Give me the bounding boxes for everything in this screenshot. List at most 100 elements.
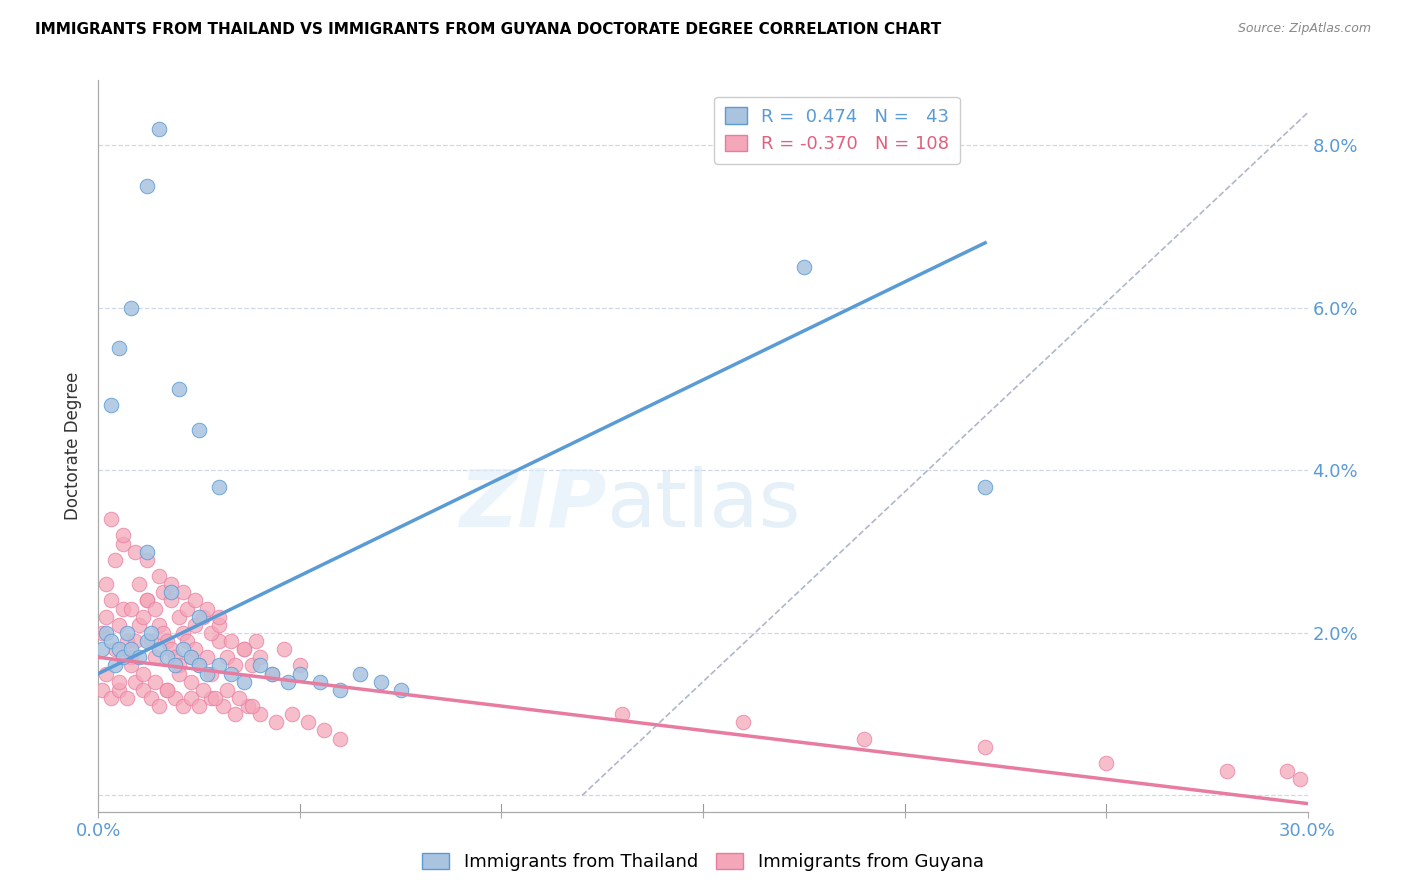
Point	[273, 642, 295, 657]
Point	[96, 666, 118, 681]
Point	[193, 682, 215, 697]
Point	[245, 634, 267, 648]
Point	[180, 690, 202, 705]
Point	[128, 577, 150, 591]
Point	[111, 601, 134, 615]
Point	[184, 642, 207, 657]
Point	[1216, 764, 1239, 778]
Point	[103, 658, 125, 673]
Point	[96, 626, 118, 640]
Point	[103, 642, 125, 657]
Point	[115, 634, 138, 648]
Point	[135, 634, 157, 648]
Point	[176, 601, 198, 615]
Point	[148, 617, 170, 632]
Point	[853, 731, 876, 746]
Point	[309, 674, 332, 689]
Point	[228, 690, 250, 705]
Point	[195, 666, 218, 681]
Point	[91, 682, 114, 697]
Point	[128, 650, 150, 665]
Point	[217, 682, 239, 697]
Point	[120, 301, 142, 315]
Y-axis label: Doctorate Degree: Doctorate Degree	[65, 372, 83, 520]
Point	[277, 674, 299, 689]
Point	[107, 642, 129, 657]
Point	[100, 690, 122, 705]
Point	[124, 544, 146, 558]
Point	[163, 658, 186, 673]
Point	[288, 658, 311, 673]
Point	[1095, 756, 1118, 770]
Point	[188, 658, 211, 673]
Point	[120, 658, 142, 673]
Point	[100, 634, 122, 648]
Point	[1277, 764, 1299, 778]
Point	[314, 723, 336, 738]
Point	[281, 707, 304, 722]
Point	[107, 342, 129, 356]
Point	[249, 707, 271, 722]
Point	[212, 699, 235, 714]
Point	[107, 617, 129, 632]
Point	[91, 642, 114, 657]
Legend: Immigrants from Thailand, Immigrants from Guyana: Immigrants from Thailand, Immigrants fro…	[415, 846, 991, 879]
Point	[139, 626, 162, 640]
Point	[111, 650, 134, 665]
Text: ZIP: ZIP	[458, 466, 606, 543]
Point	[172, 642, 194, 657]
Point	[156, 650, 179, 665]
Point	[208, 634, 231, 648]
Point	[160, 577, 183, 591]
Point	[160, 585, 183, 599]
Point	[249, 658, 271, 673]
Point	[193, 609, 215, 624]
Point	[148, 122, 170, 136]
Point	[128, 617, 150, 632]
Point	[111, 536, 134, 550]
Point	[1288, 772, 1310, 787]
Point	[232, 674, 254, 689]
Point	[132, 609, 155, 624]
Point	[264, 715, 287, 730]
Point	[163, 650, 186, 665]
Point	[96, 577, 118, 591]
Point	[200, 690, 222, 705]
Point	[288, 666, 311, 681]
Point	[143, 674, 166, 689]
Point	[172, 585, 194, 599]
Point	[152, 585, 174, 599]
Point	[188, 658, 211, 673]
Point	[156, 682, 179, 697]
Point	[135, 544, 157, 558]
Point	[240, 658, 263, 673]
Point	[224, 707, 246, 722]
Point	[167, 666, 190, 681]
Point	[167, 609, 190, 624]
Point	[329, 682, 352, 697]
Point	[156, 634, 179, 648]
Point	[249, 650, 271, 665]
Point	[172, 699, 194, 714]
Point	[184, 617, 207, 632]
Legend: R =  0.474   N =   43, R = -0.370   N = 108: R = 0.474 N = 43, R = -0.370 N = 108	[714, 96, 960, 164]
Point	[200, 626, 222, 640]
Point	[135, 593, 157, 607]
Point	[115, 626, 138, 640]
Point	[176, 634, 198, 648]
Point	[111, 528, 134, 542]
Point	[100, 398, 122, 412]
Point	[180, 650, 202, 665]
Point	[195, 601, 218, 615]
Point	[260, 666, 283, 681]
Point	[160, 642, 183, 657]
Point	[236, 699, 259, 714]
Point	[120, 642, 142, 657]
Point	[195, 650, 218, 665]
Point	[91, 626, 114, 640]
Point	[180, 650, 202, 665]
Point	[793, 260, 815, 275]
Point	[329, 731, 352, 746]
Point	[148, 569, 170, 583]
Point	[100, 593, 122, 607]
